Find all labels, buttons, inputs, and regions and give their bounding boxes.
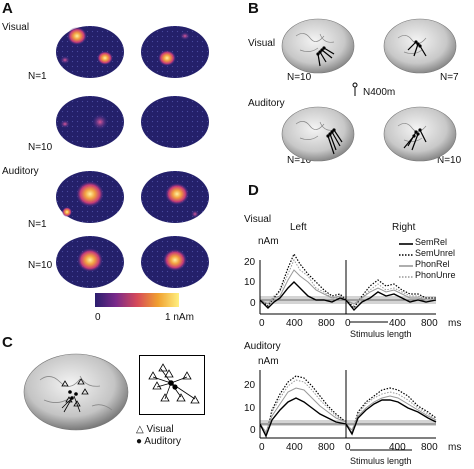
x-tick-label: 0 [259, 318, 265, 329]
panel-d-auditory-label: Auditory [244, 341, 281, 352]
panel-d-unit-label: nAm [258, 236, 279, 247]
panel-c-legend-visual: △ Visual [136, 424, 174, 435]
stimulus-length-label: Stimulus length [350, 329, 412, 339]
dipole-cluster [61, 378, 89, 413]
dot-icon: ● [136, 436, 143, 447]
triangle-icon: △ [136, 424, 144, 435]
plot-visual-right [345, 260, 437, 323]
x-tick-label: 800 [318, 442, 335, 453]
brain-map-auditory-n10-right [141, 236, 209, 288]
colorbar-min-label: 0 [95, 312, 101, 323]
panel-c-brain [23, 353, 129, 431]
x-unit-label: ms [448, 318, 462, 329]
brain-3d-visual-left [281, 18, 355, 74]
panel-c-legend-auditory: ● Auditory [136, 436, 181, 447]
panel-d-left-header: Left [290, 222, 307, 233]
x-tick-label: 0 [345, 442, 351, 453]
brain-map-visual-n1-right [141, 26, 209, 78]
legend-label: PhonUnre [415, 270, 456, 280]
panel-b-n-label: N=7 [440, 72, 459, 83]
legend-label: SemRel [415, 237, 448, 247]
brain-map-visual-n1-left [56, 26, 124, 78]
stimulus-length-label: Stimulus length [350, 456, 412, 466]
panel-b-auditory-label: Auditory [248, 98, 285, 109]
panel-a-letter: A [2, 0, 13, 17]
x-tick-label: 400 [389, 442, 406, 453]
y-tick-label: 0 [250, 298, 256, 309]
brain-3d-auditory-right [383, 106, 457, 162]
brain-map-visual-n10-right [141, 96, 209, 148]
plot-visual-left [259, 252, 347, 315]
panel-d-visual-label: Visual [244, 214, 272, 225]
panel-c-zoom-box [139, 355, 205, 415]
y-tick-label: 20 [244, 380, 256, 391]
panel-b-letter: B [248, 0, 259, 17]
panel-a-auditory-label: Auditory [2, 166, 39, 177]
panel-a-n-label: N=10 [28, 142, 53, 153]
colorbar-max-label: 1 nAm [165, 312, 194, 323]
panel-a-n-label: N=1 [28, 71, 47, 82]
panel-d-letter: D [248, 182, 259, 199]
brain-map-auditory-n1-right [141, 171, 209, 223]
plot-auditory-left [259, 370, 347, 439]
x-tick-label: 0 [345, 318, 351, 329]
x-tick-label: 800 [421, 442, 438, 453]
x-unit-label: ms [448, 442, 462, 453]
plot-auditory-right [345, 370, 437, 451]
brain-map-auditory-n1-left [56, 171, 124, 223]
panel-b-n-label: N=10 [287, 155, 312, 166]
y-tick-label: 10 [244, 277, 256, 288]
panel-b-n-label: N=10 [437, 155, 462, 166]
brain-map-auditory-n10-left [56, 236, 124, 288]
panel-d-right-header: Right [392, 222, 416, 233]
colorbar [95, 293, 179, 307]
y-tick-label: 0 [250, 425, 256, 436]
panel-b-n-label: N=10 [287, 72, 312, 83]
panel-d-unit-label: nAm [258, 356, 279, 367]
x-tick-label: 800 [421, 318, 438, 329]
y-tick-label: 20 [244, 257, 256, 268]
x-tick-label: 400 [286, 442, 303, 453]
legend-label: Visual [146, 424, 174, 435]
panel-b-brains [281, 18, 457, 162]
panel-b-visual-label: Visual [248, 38, 276, 49]
panel-d-plots [259, 252, 437, 451]
panel-a-brain-maps [56, 26, 209, 288]
panel-a-n-label: N=10 [28, 260, 53, 271]
brain-3d-auditory-left [281, 106, 355, 162]
brain-3d-visual-right [383, 18, 457, 74]
y-tick-label: 10 [244, 403, 256, 414]
x-tick-label: 0 [259, 442, 265, 453]
x-tick-label: 400 [286, 318, 303, 329]
legend-label: PhonRel [415, 259, 450, 269]
panel-c-letter: C [2, 334, 13, 351]
n400m-legend-label: N400m [363, 87, 396, 98]
brain-map-visual-n10-left [56, 96, 124, 148]
panel-a-visual-label: Visual [2, 22, 30, 33]
legend-label: Auditory [144, 436, 181, 447]
legend-label: SemUnrel [415, 248, 456, 258]
n400m-legend-icon [352, 82, 358, 96]
panel-a-n-label: N=1 [28, 219, 47, 230]
x-tick-label: 400 [389, 318, 406, 329]
x-tick-label: 800 [318, 318, 335, 329]
